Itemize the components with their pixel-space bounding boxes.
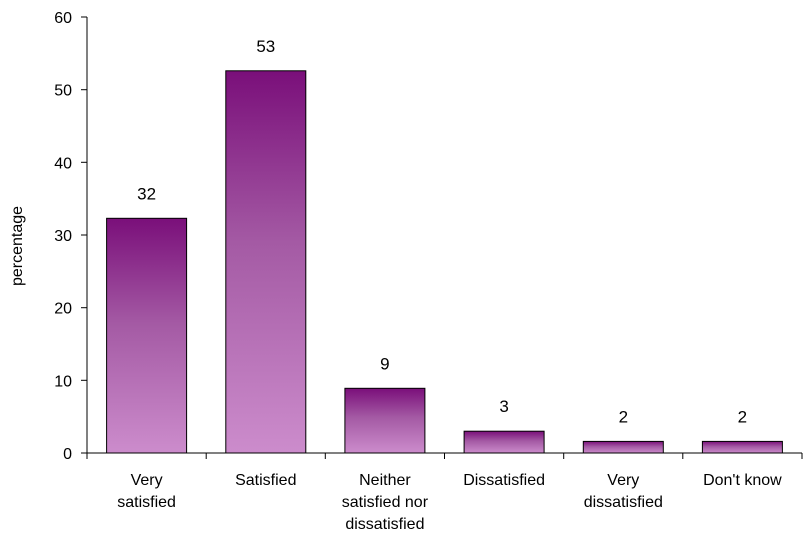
y-tick-label: 40 bbox=[54, 155, 72, 172]
y-tick-label: 0 bbox=[63, 446, 72, 463]
bar bbox=[225, 70, 307, 454]
data-label: 53 bbox=[256, 37, 275, 56]
bar bbox=[344, 387, 426, 454]
category-label: Dissatisfied bbox=[463, 472, 545, 489]
category-label: Very dissatisfied bbox=[584, 472, 663, 511]
data-label: 32 bbox=[137, 184, 156, 203]
bar bbox=[463, 430, 545, 454]
y-tick-label: 50 bbox=[54, 83, 72, 100]
bar bbox=[582, 440, 664, 454]
y-tick-label: 30 bbox=[54, 228, 72, 245]
category-label: Neither satisfied nor dissatisfied bbox=[342, 472, 429, 533]
y-tick-label: 20 bbox=[54, 301, 72, 318]
data-label: 2 bbox=[738, 407, 747, 426]
category-label: Don't know bbox=[703, 472, 782, 489]
axes-layer bbox=[81, 16, 803, 459]
y-axis-title: percentage bbox=[9, 206, 26, 286]
bar bbox=[106, 217, 188, 454]
data-label: 3 bbox=[499, 397, 508, 416]
y-tick-label: 60 bbox=[54, 10, 72, 27]
category-label: Satisfied bbox=[235, 472, 296, 489]
bar bbox=[701, 440, 783, 454]
category-label: Very satisfied bbox=[117, 472, 176, 511]
bars-layer bbox=[106, 70, 783, 454]
data-label: 2 bbox=[619, 407, 628, 426]
data-label: 9 bbox=[380, 354, 389, 373]
y-tick-label: 10 bbox=[54, 373, 72, 390]
